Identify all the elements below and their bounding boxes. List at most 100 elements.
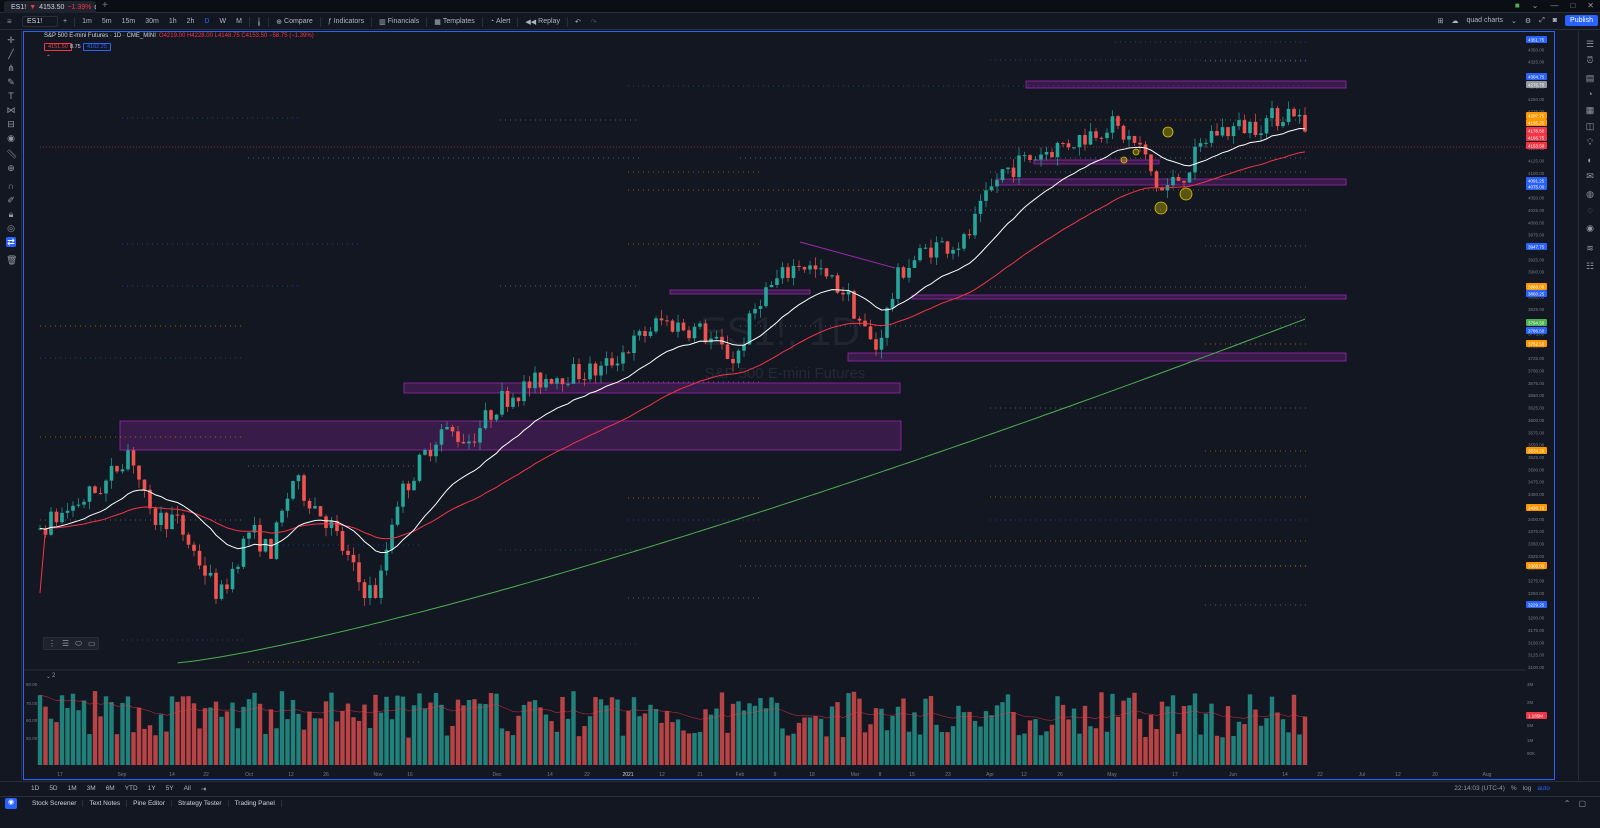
range-all[interactable]: All xyxy=(183,785,191,792)
undo-icon[interactable]: ↶ xyxy=(574,18,581,26)
legend-collapse-icon[interactable]: ⌃ xyxy=(46,55,52,61)
minimize-icon[interactable]: — xyxy=(1550,1,1559,10)
log-toggle[interactable]: log xyxy=(1522,785,1532,792)
interval-30m[interactable]: 30m xyxy=(145,18,159,25)
news-icon[interactable]: ◫ xyxy=(1585,121,1595,131)
publish-button[interactable]: Publish xyxy=(1565,15,1598,26)
clock-time[interactable]: 22:14:03 (UTC-4) xyxy=(1454,785,1505,792)
interval-2h[interactable]: 2h xyxy=(186,18,195,25)
legend-title: S&P 500 E-mini Futures · 1D · CME_MINI xyxy=(44,33,156,39)
data-window-icon[interactable]: ▤ xyxy=(1585,73,1595,83)
interval-5m[interactable]: 5m xyxy=(101,18,112,25)
financials-icon: ▥ xyxy=(379,18,386,26)
range-3m[interactable]: 3M xyxy=(86,785,96,792)
grip-icon[interactable]: ⋮ xyxy=(48,639,56,648)
camera-icon[interactable]: ◙ xyxy=(1552,17,1558,24)
zoom-in-icon[interactable]: ⊕ xyxy=(7,163,15,173)
eye-icon[interactable]: ◉ xyxy=(7,133,15,143)
templates-button[interactable]: ▦ Templates xyxy=(434,18,475,26)
redo-icon[interactable]: ↷ xyxy=(590,18,597,26)
dom-icon[interactable]: ☷ xyxy=(1585,261,1595,271)
replay-icon: ◀◀ xyxy=(525,18,537,26)
compare-button[interactable]: ⊕ Compare xyxy=(276,18,313,26)
alert-bell-icon[interactable]: ◉ xyxy=(5,798,17,809)
add-symbol-plus-icon[interactable]: + xyxy=(63,18,68,25)
panel-controls: ⌃ ▢ xyxy=(1564,799,1586,808)
brush-icon[interactable]: ✎ xyxy=(7,77,15,87)
calendar-icon[interactable]: ▦ xyxy=(1585,105,1595,115)
crosshair-icon[interactable]: ✛ xyxy=(7,35,15,45)
watchlist-icon[interactable]: ☰ xyxy=(1585,39,1595,49)
range-1d[interactable]: 1D xyxy=(31,785,40,792)
interval-1h[interactable]: 1h xyxy=(168,18,177,25)
rectangle-icon[interactable]: ▭ xyxy=(88,639,96,648)
panel-stock-screener[interactable]: Stock Screener xyxy=(26,799,84,807)
sell-price-box[interactable]: 4151.50 xyxy=(44,43,72,51)
chevron-down-icon[interactable]: ⌄ xyxy=(1531,1,1539,10)
layout-grid-icon[interactable]: ⊞ xyxy=(1437,17,1444,25)
messages-icon[interactable]: ◌ xyxy=(1587,205,1593,215)
panel-strategy-tester[interactable]: Strategy Tester xyxy=(172,799,229,807)
ruler-icon[interactable]: 📏︎ xyxy=(6,149,18,159)
chart-pane[interactable] xyxy=(23,31,1555,780)
goto-date-icon[interactable]: ⇥ xyxy=(200,785,207,793)
magnet-icon[interactable]: ∩ xyxy=(7,181,15,191)
interval-d[interactable]: D xyxy=(204,18,210,25)
ideas-icon[interactable]: 💡︎ xyxy=(1586,137,1594,147)
measure-icon[interactable]: ⊟ xyxy=(7,119,15,129)
symbol-search[interactable]: ES1! xyxy=(22,16,58,27)
percent-toggle[interactable]: % xyxy=(1510,785,1517,792)
sync-drawing-icon[interactable]: ⇄ xyxy=(6,237,16,247)
buy-price-box[interactable]: 4162.25 xyxy=(83,43,111,51)
indicators-button[interactable]: ƒ Indicators xyxy=(327,18,365,25)
hotlist-icon[interactable]: ◔ xyxy=(1587,89,1593,99)
financials-button[interactable]: ▥ Financials xyxy=(379,18,420,26)
settings-gear-icon[interactable]: ⚙ xyxy=(1524,17,1532,25)
range-ytd[interactable]: YTD xyxy=(124,785,138,792)
trend-line-icon[interactable]: ╱ xyxy=(8,49,14,59)
streams-icon[interactable]: ◐ xyxy=(1587,155,1593,165)
stay-drawing-icon[interactable]: ✐ xyxy=(7,195,15,205)
chevron-down-icon[interactable]: ⌄ xyxy=(1511,17,1517,25)
range-6m[interactable]: 6M xyxy=(105,785,115,792)
chart-tab[interactable]: ES1! ▼ 4153.50 −1.39% quo xyxy=(4,1,96,13)
panel-pine-editor[interactable]: Pine Editor xyxy=(127,799,172,807)
maximize-icon[interactable]: □ xyxy=(1570,1,1576,10)
range-5d[interactable]: 5D xyxy=(49,785,58,792)
interval-15m[interactable]: 15m xyxy=(121,18,136,25)
lock-icon[interactable]: 🔒︎ xyxy=(8,209,14,219)
close-icon[interactable]: ✕ xyxy=(1587,1,1594,10)
alert-button[interactable]: ◔ Alert xyxy=(489,18,511,25)
auto-toggle[interactable]: auto xyxy=(1537,785,1550,792)
range-1m[interactable]: 1M xyxy=(67,785,77,792)
text-tool-icon[interactable]: T xyxy=(8,91,14,101)
account-icon[interactable]: ■ xyxy=(1514,1,1520,10)
fullscreen-icon[interactable]: ⤢ xyxy=(1539,16,1545,24)
pane-collapse-icon[interactable]: ⌄ xyxy=(46,674,52,680)
order-panel-icon[interactable]: ≋ xyxy=(1586,243,1594,253)
maximize-panel-icon[interactable]: ▢ xyxy=(1578,799,1586,808)
help-icon[interactable]: ◉ xyxy=(1586,223,1594,233)
menu-icon[interactable]: ≡ xyxy=(7,17,12,26)
candle-style-icon[interactable]: ╽ xyxy=(256,18,262,26)
interval-w[interactable]: W xyxy=(219,18,227,25)
range-1y[interactable]: 1Y xyxy=(147,785,156,792)
panel-trading-panel[interactable]: Trading Panel xyxy=(229,799,282,807)
trash-icon[interactable]: 🗑︎ xyxy=(6,255,18,265)
collapse-panel-icon[interactable]: ⌃ xyxy=(1563,799,1571,808)
range-5y[interactable]: 5Y xyxy=(165,785,174,792)
chat-icon[interactable]: ✉ xyxy=(1586,171,1594,181)
panel-text-notes[interactable]: Text Notes xyxy=(83,799,128,807)
hide-icon[interactable]: ◎ xyxy=(7,223,15,233)
ellipse-icon[interactable]: ⬭ xyxy=(75,638,83,648)
pattern-icon[interactable]: ⋈ xyxy=(6,105,16,115)
interval-m[interactable]: M xyxy=(236,18,242,25)
alerts-icon[interactable]: ⏰︎ xyxy=(1586,55,1594,65)
layout-name[interactable]: quad charts xyxy=(1466,17,1504,24)
notifications-icon[interactable]: ◍ xyxy=(1586,189,1594,199)
interval-1m[interactable]: 1m xyxy=(82,18,92,25)
new-tab-plus-icon[interactable]: + xyxy=(102,0,108,11)
pitchfork-icon[interactable]: ⋔ xyxy=(7,63,15,73)
replay-button[interactable]: ◀◀ Replay xyxy=(525,18,560,26)
list-icon[interactable]: ☰ xyxy=(62,639,70,648)
